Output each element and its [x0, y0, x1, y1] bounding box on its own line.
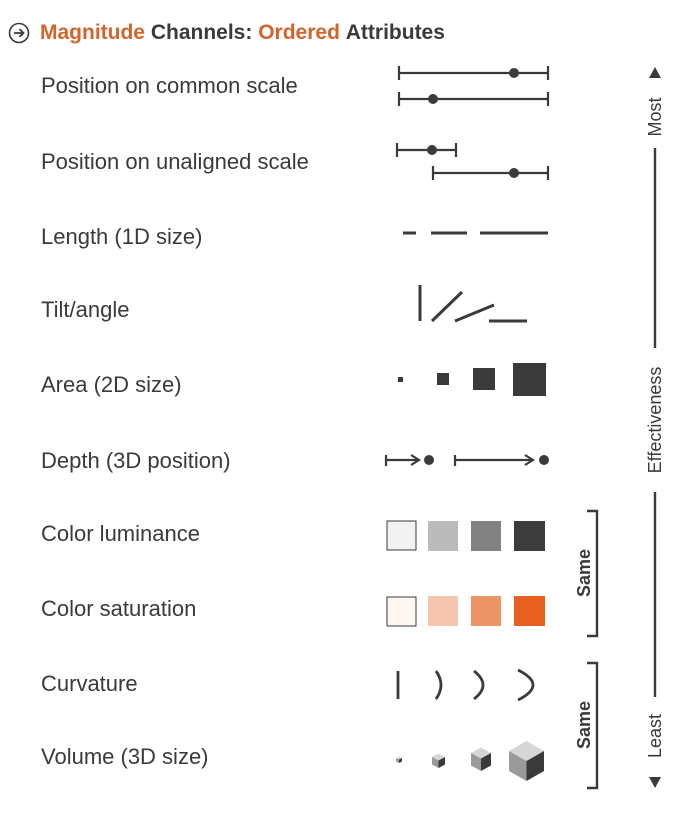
channel-label-luminance: Color luminance [41, 521, 200, 546]
effectiveness-axis [649, 67, 661, 788]
same-label-2: Same [574, 701, 594, 749]
tilt-angle-icon [418, 285, 527, 323]
same-bracket-2 [587, 661, 599, 790]
depth-icon [384, 454, 549, 466]
title-word-attributes: Attributes [345, 21, 445, 44]
channel-label-curvature: Curvature [41, 671, 138, 696]
axis-label-least: Least [645, 714, 665, 758]
title-word-ordered: Ordered [258, 21, 340, 44]
channel-label-length: Length (1D size) [41, 224, 203, 249]
channel-label-position-common: Position on common scale [41, 73, 298, 98]
channel-label-tilt: Tilt/angle [41, 297, 130, 322]
position-unaligned-scale-icon [395, 143, 550, 180]
axis-label-effectiveness: Effectiveness [645, 367, 665, 474]
channel-label-volume: Volume (3D size) [41, 744, 209, 769]
same-label-1: Same [574, 549, 594, 597]
curvature-icon [396, 668, 535, 702]
channel-label-saturation: Color saturation [41, 596, 197, 621]
channel-label-position-unaligned: Position on unaligned scale [41, 149, 309, 174]
area-icon [398, 363, 546, 396]
circle-arrow-right-icon [8, 22, 30, 44]
same-bracket-1 [587, 509, 599, 638]
title-word-channels: Channels: [150, 21, 253, 44]
axis-label-most: Most [645, 97, 665, 136]
title-word-magnitude: Magnitude [40, 21, 145, 44]
section-title: Magnitude Channels: Ordered Attributes [8, 16, 445, 50]
volume-cubes-icon [396, 741, 544, 781]
position-common-scale-icon [397, 66, 550, 106]
luminance-swatches-icon [386, 520, 545, 551]
channel-label-depth: Depth (3D position) [41, 448, 231, 473]
saturation-swatches-icon [386, 596, 545, 627]
channel-label-area: Area (2D size) [41, 372, 182, 397]
